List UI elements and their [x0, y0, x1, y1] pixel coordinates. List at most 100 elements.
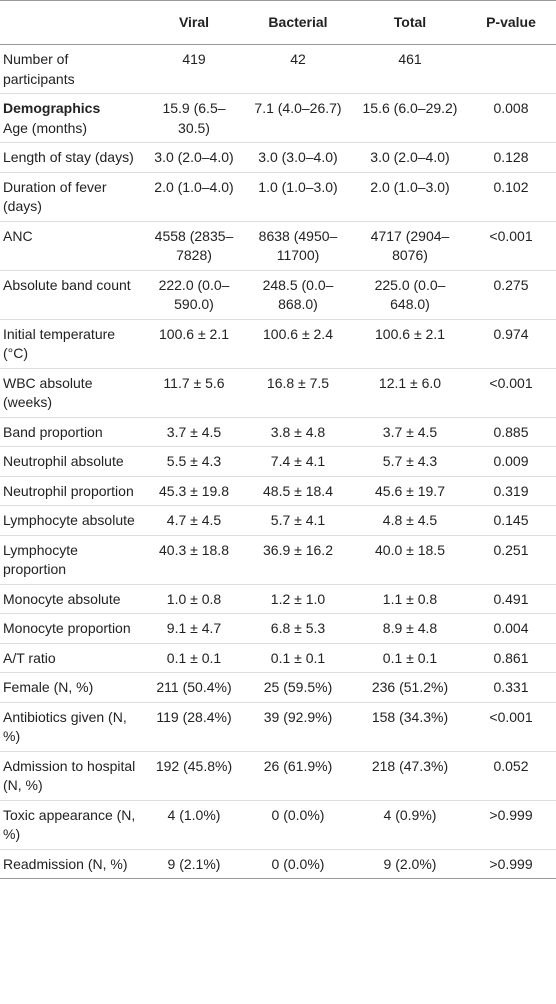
table-row: Initial temperature (°C) 100.6 ± 2.1 100.6… [0, 319, 556, 369]
table-row: Toxic appearance (N, %) 4 (1.0%) 0 (0.0%) 4… [0, 800, 556, 850]
table-cell: 7.1 (4.0–26.7) [242, 93, 354, 143]
table-cell: 1.0 (1.0–3.0) [242, 172, 354, 222]
table-cell: 5.7 ± 4.1 [242, 505, 354, 536]
label-text: Monocyte proportion [3, 620, 131, 636]
table-cell: 7.4 ± 4.1 [242, 446, 354, 477]
label-text: ANC [3, 227, 33, 244]
table-cell: 158 (34.3%) [354, 702, 466, 752]
table-row: Female (N, %) 211 (50.4%) 25 (59.5%) 236 (5… [0, 672, 556, 703]
table-row: A/T ratio 0.1 ± 0.1 0.1 ± 0.1 0.1 ± 0.1 0.86… [0, 643, 556, 673]
table-cell: 1.2 ± 1.0 [242, 584, 354, 614]
table-cell: 100.6 ± 2.1 [354, 319, 466, 369]
table-cell: <0.001 [466, 702, 556, 752]
table-cell: 100.6 ± 2.4 [242, 319, 354, 369]
table-cell: 4 (0.9%) [354, 800, 466, 850]
row-label: Antibiotics given (N, %) [0, 702, 146, 752]
table-row: Demographics Age (months) 15.9 (6.5–30.5) 7… [0, 93, 556, 143]
header-row: Viral Bacterial Total P-value [0, 0, 556, 45]
table-row: Duration of fever (days) 2.0 (1.0–4.0) 1.0… [0, 172, 556, 222]
row-label: Duration of fever (days) [0, 172, 146, 222]
table-cell: 26 (61.9%) [242, 751, 354, 801]
label-text: Admission to hospital (N, %) [3, 757, 136, 794]
table-row: Monocyte absolute 1.0 ± 0.8 1.2 ± 1.0 1.1 ±… [0, 584, 556, 614]
column-header: Viral [146, 0, 242, 45]
label-text: Neutrophil absolute [3, 453, 124, 469]
row-label: Toxic appearance (N, %) [0, 800, 146, 850]
table-cell: 192 (45.8%) [146, 751, 242, 801]
table-cell: 11.7 ± 5.6 [146, 368, 242, 418]
table-cell [466, 44, 556, 94]
table-cell: 225.0 (0.0–648.0) [354, 270, 466, 320]
table-cell: 461 [354, 44, 466, 94]
table-cell: 0.1 ± 0.1 [146, 643, 242, 673]
table-cell: 119 (28.4%) [146, 702, 242, 752]
row-label: ANC [0, 221, 146, 271]
table-cell: 3.0 (2.0–4.0) [146, 142, 242, 173]
table-row: Monocyte proportion 9.1 ± 4.7 6.8 ± 5.3 8.9… [0, 613, 556, 644]
row-label: Absolute band count [0, 270, 146, 320]
table-cell: 4.8 ± 4.5 [354, 505, 466, 536]
column-header: Total [354, 0, 466, 45]
table-row: WBC absolute (weeks) 11.7 ± 5.6 16.8 ± 7.5… [0, 368, 556, 418]
table-cell: 0.319 [466, 476, 556, 506]
table-cell: 1.0 ± 0.8 [146, 584, 242, 614]
table-cell: 0.1 ± 0.1 [242, 643, 354, 673]
label-text: Lymphocyte proportion [3, 541, 78, 578]
label-text: Number of participants [3, 51, 75, 87]
table-cell: 48.5 ± 18.4 [242, 476, 354, 506]
label-text: Readmission (N, %) [3, 855, 128, 872]
data-table: Viral Bacterial Total P-value Number of par… [0, 0, 556, 879]
row-label: Monocyte absolute [0, 584, 146, 614]
table-cell: 0.491 [466, 584, 556, 614]
table-row: Band proportion 3.7 ± 4.5 3.8 ± 4.8 3.7 ± 4… [0, 417, 556, 447]
table-cell: 45.6 ± 19.7 [354, 476, 466, 506]
table-cell: 0.008 [466, 93, 556, 143]
label-text: Absolute band count [3, 276, 131, 293]
table-cell: 2.0 (1.0–3.0) [354, 172, 466, 222]
row-label: Female (N, %) [0, 672, 146, 703]
row-label: WBC absolute (weeks) [0, 368, 146, 418]
table-cell: 0.052 [466, 751, 556, 801]
table-row: Lymphocyte proportion 40.3 ± 18.8 36.9 ± 1… [0, 535, 556, 585]
table-cell: 100.6 ± 2.1 [146, 319, 242, 369]
table-cell: 42 [242, 44, 354, 94]
table-cell: >0.999 [466, 849, 556, 879]
table-row: Readmission (N, %) 9 (2.1%) 0 (0.0%) 9 (2.0… [0, 849, 556, 879]
table-cell: 39 (92.9%) [242, 702, 354, 752]
row-label: Readmission (N, %) [0, 849, 146, 879]
header-cell [0, 0, 146, 45]
table-cell: 248.5 (0.0–868.0) [242, 270, 354, 320]
table-cell: 15.9 (6.5–30.5) [146, 93, 242, 143]
table-cell: 0.974 [466, 319, 556, 369]
table-cell: 236 (51.2%) [354, 672, 466, 703]
table-cell: 9 (2.0%) [354, 849, 466, 879]
column-header: P-value [466, 0, 556, 45]
table-cell: 1.1 ± 0.8 [354, 584, 466, 614]
table-cell: 15.6 (6.0–29.2) [354, 93, 466, 143]
table-cell: 0.145 [466, 505, 556, 536]
row-label: Neutrophil proportion [0, 476, 146, 506]
table-cell: 3.0 (2.0–4.0) [354, 142, 466, 173]
table-cell: 218 (47.3%) [354, 751, 466, 801]
table-cell: 0.102 [466, 172, 556, 222]
row-label: Neutrophil absolute [0, 446, 146, 477]
row-label: Number of participants [0, 44, 146, 94]
section-title: Demographics [3, 100, 101, 116]
table-cell: 9.1 ± 4.7 [146, 613, 242, 644]
table-cell: >0.999 [466, 800, 556, 850]
table-cell: 12.1 ± 6.0 [354, 368, 466, 418]
table-cell: 0.885 [466, 417, 556, 447]
label-text: Monocyte absolute [3, 590, 121, 607]
table-cell: 0.1 ± 0.1 [354, 643, 466, 673]
column-header: Bacterial [242, 0, 354, 45]
label-text: Toxic appearance (N, %) [3, 806, 136, 843]
table-row: Absolute band count 222.0 (0.0–590.0) 248.… [0, 270, 556, 320]
table-cell: 40.0 ± 18.5 [354, 535, 466, 585]
table-cell: 45.3 ± 19.8 [146, 476, 242, 506]
table-cell: 3.0 (3.0–4.0) [242, 142, 354, 173]
table-row: Length of stay (days) 3.0 (2.0–4.0) 3.0 (3… [0, 142, 556, 173]
table-cell: 0.861 [466, 643, 556, 673]
table-cell: 419 [146, 44, 242, 94]
table-body: Number of participants 419 42 461 Demographi… [0, 44, 556, 879]
table-cell: 4.7 ± 4.5 [146, 505, 242, 536]
